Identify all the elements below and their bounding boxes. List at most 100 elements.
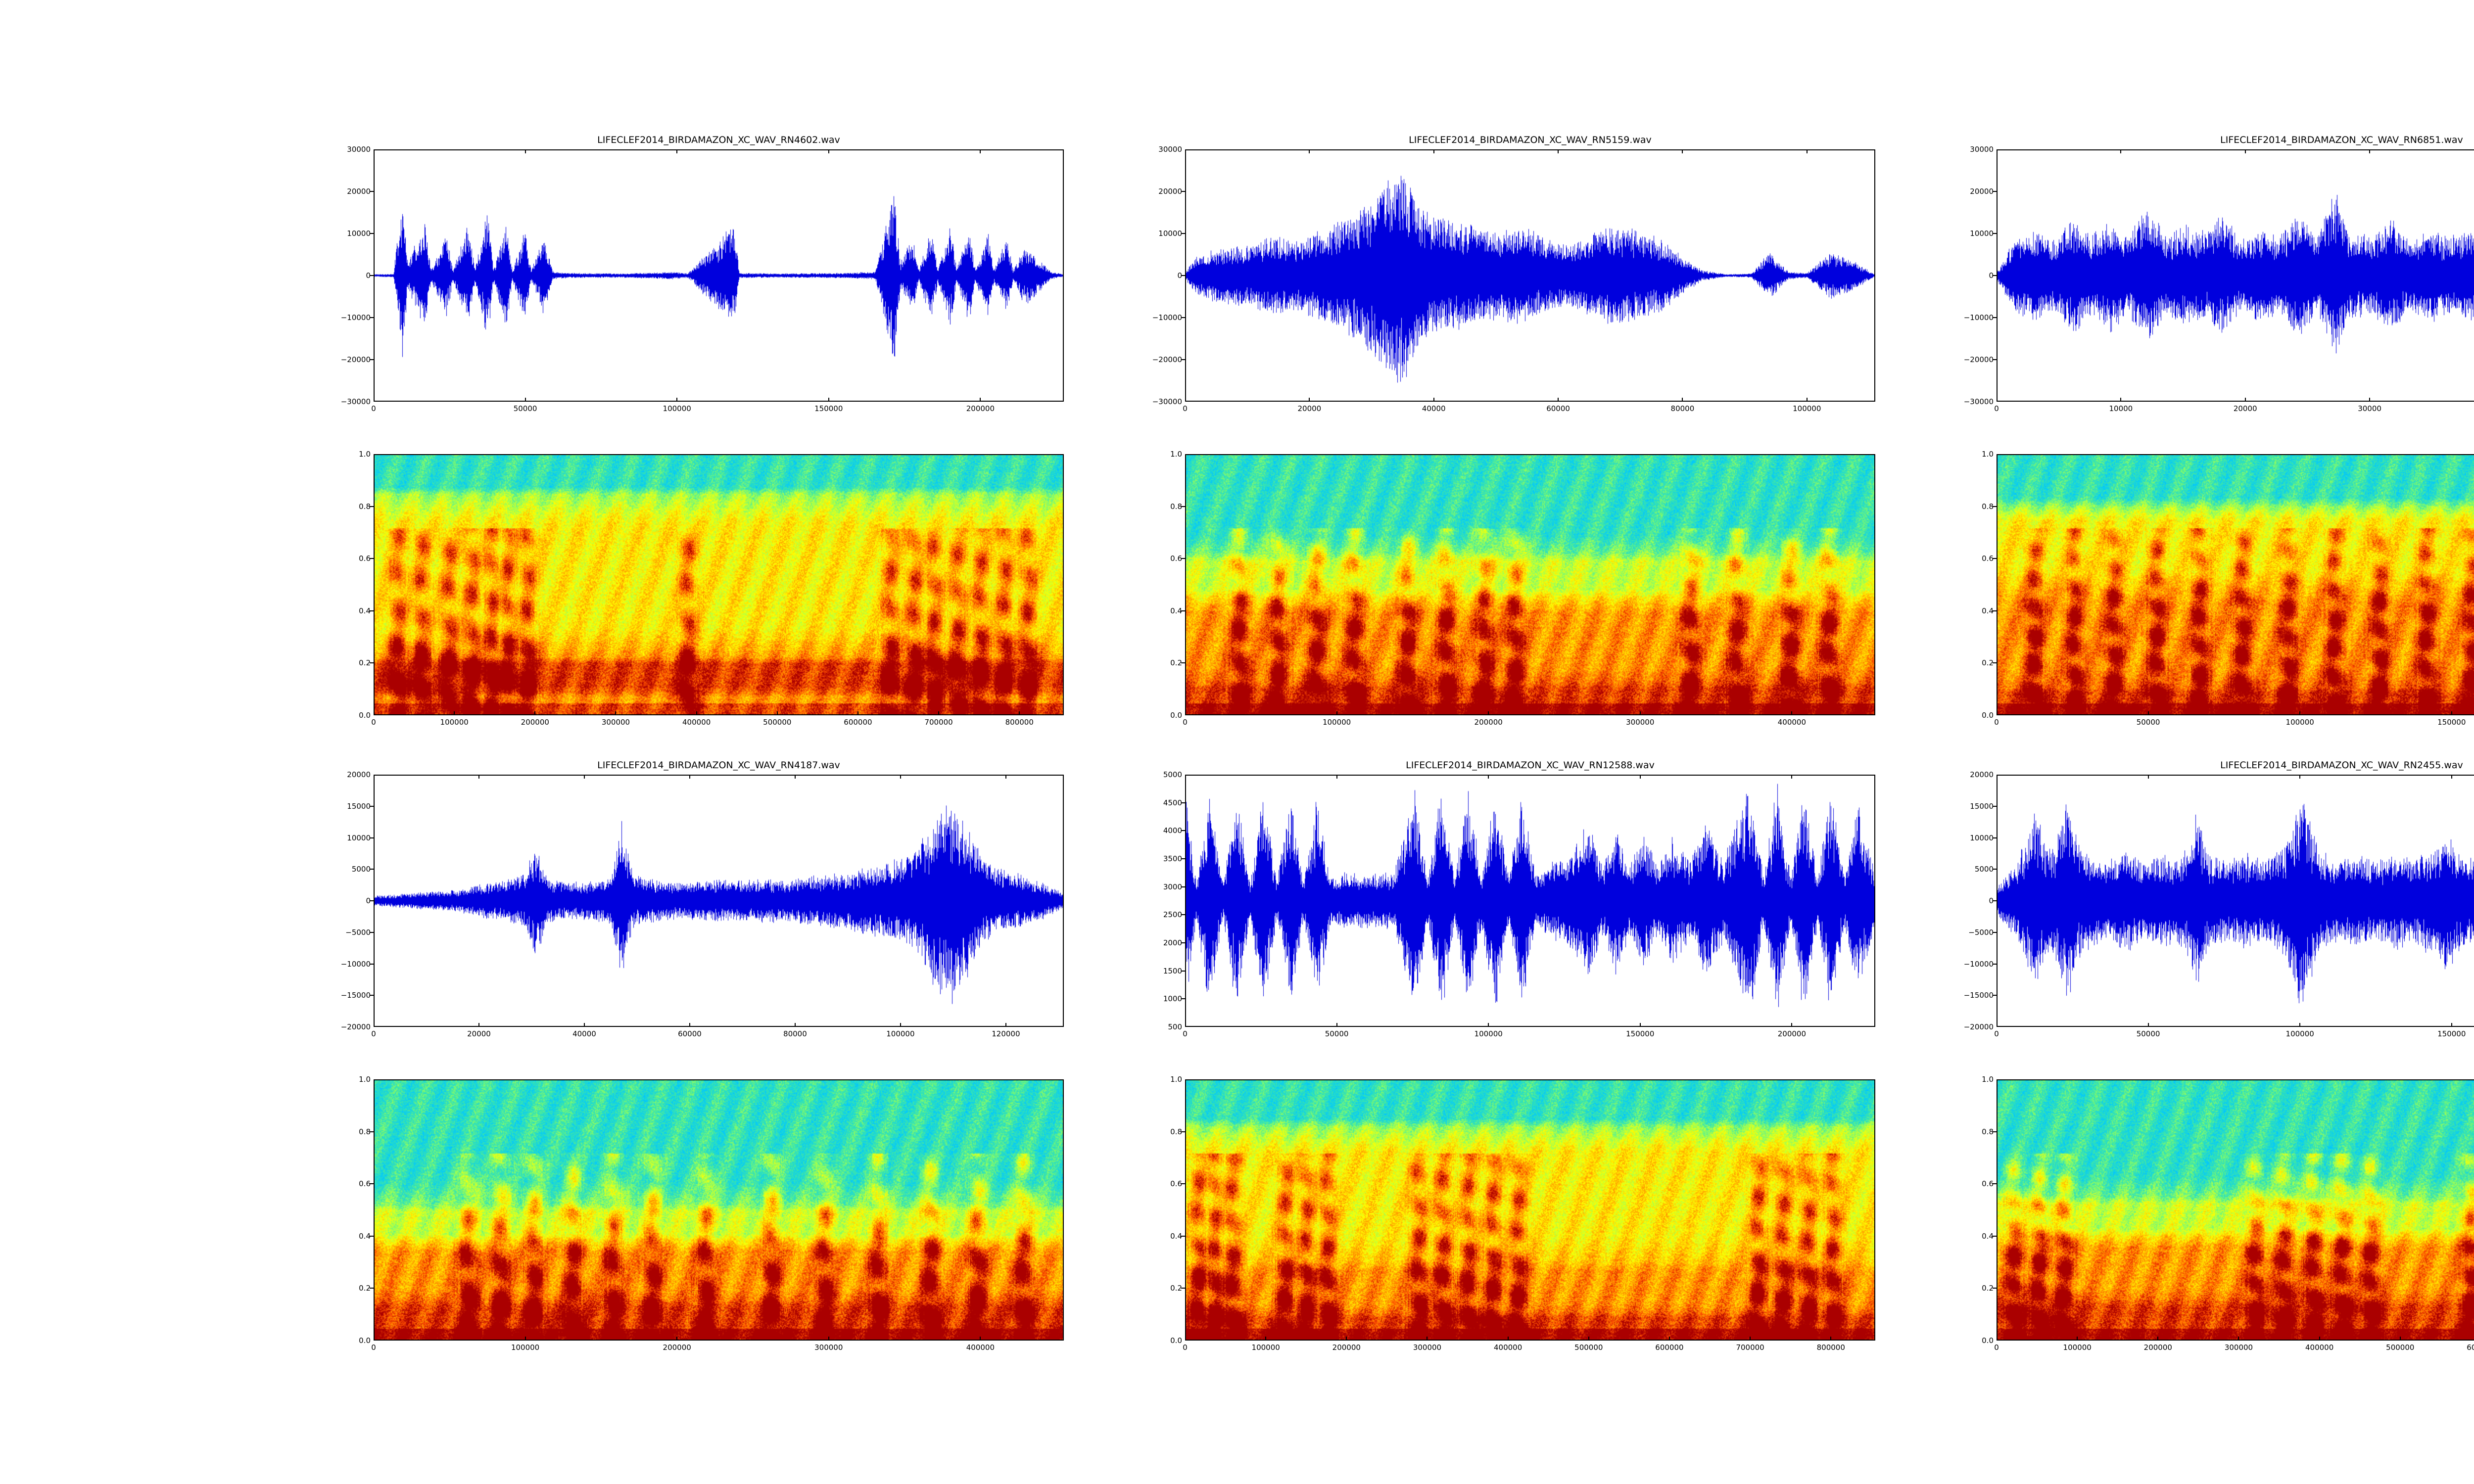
axes-wave-rn12588 bbox=[1185, 775, 1875, 1027]
x-tick-label: 500000 bbox=[763, 718, 792, 727]
y-tick-label: 0 bbox=[1989, 271, 1994, 280]
y-axis-wave-rn6851: 30000 20000 10000 0 −10000 −20000 −30000 bbox=[1942, 145, 1994, 406]
y-tick-mark bbox=[1181, 1183, 1185, 1185]
y-tick-label: 30000 bbox=[1158, 145, 1182, 154]
spectrogram-image-spec-rn5159 bbox=[1186, 455, 1874, 714]
x-tick-label: 100000 bbox=[440, 718, 469, 727]
x-tick-label: 100000 bbox=[2285, 718, 2314, 727]
x-tick-label: 50000 bbox=[513, 404, 537, 413]
x-tick-mark bbox=[2238, 1337, 2239, 1341]
x-tick-label: 300000 bbox=[1413, 1343, 1442, 1352]
y-tick-mark bbox=[1993, 359, 1997, 360]
y-tick-label: −20000 bbox=[1963, 1022, 1994, 1031]
x-tick-mark bbox=[1488, 1023, 1489, 1027]
y-tick-mark bbox=[370, 900, 374, 901]
axes-wave-rn5159 bbox=[1185, 149, 1875, 402]
y-tick-mark bbox=[370, 1288, 374, 1289]
x-tick-label: 50000 bbox=[2136, 1029, 2160, 1038]
x-axis-wave-rn12588: 0 50000 100000 150000 200000 bbox=[1183, 1029, 1875, 1040]
x-axis-spec-rn4602: 0 100000 200000 300000 400000 500000 600000 700… bbox=[371, 718, 1064, 729]
x-tick-mark-top bbox=[1558, 149, 1559, 153]
y-tick-mark bbox=[1993, 662, 1997, 664]
x-tick-mark bbox=[1639, 711, 1641, 715]
spectrogram-image-spec-rn6851 bbox=[1998, 455, 2474, 714]
y-tick-label: −5000 bbox=[1968, 928, 1994, 937]
y-tick-label: 4000 bbox=[1163, 826, 1182, 835]
x-tick-mark bbox=[583, 1023, 585, 1027]
x-tick-label: 400000 bbox=[966, 1343, 995, 1352]
y-tick-mark bbox=[1993, 900, 1997, 901]
x-tick-mark bbox=[938, 711, 940, 715]
x-tick-label: 200000 bbox=[2143, 1343, 2172, 1352]
x-tick-mark bbox=[980, 398, 981, 402]
y-tick-mark bbox=[1993, 805, 1997, 807]
y-tick-label: 10000 bbox=[1158, 229, 1182, 238]
y-tick-label: 0.8 bbox=[1982, 1127, 1994, 1136]
y-tick-mark bbox=[1181, 359, 1185, 360]
x-tick-label: 100000 bbox=[1474, 1029, 1503, 1038]
x-tick-mark bbox=[1668, 1337, 1670, 1341]
x-tick-mark-top bbox=[2369, 149, 2371, 153]
x-tick-label: 200000 bbox=[1777, 1029, 1806, 1038]
x-tick-mark bbox=[1750, 1337, 1751, 1341]
x-tick-mark-top bbox=[1639, 775, 1641, 779]
x-tick-mark bbox=[2244, 398, 2246, 402]
y-tick-label: 3000 bbox=[1163, 882, 1182, 891]
y-tick-mark bbox=[1993, 1183, 1997, 1185]
axes-spec-rn2455 bbox=[1997, 1079, 2474, 1341]
x-tick-mark bbox=[1336, 711, 1337, 715]
y-tick-label: 0 bbox=[366, 271, 371, 280]
y-tick-label: 0.2 bbox=[359, 1284, 371, 1293]
y-tick-label: 500 bbox=[1168, 1022, 1182, 1031]
y-tick-label: 20000 bbox=[1970, 770, 1994, 779]
axes-spec-rn4187 bbox=[374, 1079, 1064, 1341]
y-tick-mark bbox=[1181, 1131, 1185, 1132]
y-tick-mark bbox=[1993, 1288, 1997, 1289]
spectrogram-image-spec-rn12588 bbox=[1186, 1080, 1874, 1340]
x-tick-mark bbox=[478, 1023, 479, 1027]
y-tick-label: 0.0 bbox=[1170, 711, 1182, 720]
y-tick-label: 10000 bbox=[1970, 229, 1994, 238]
x-tick-label: 0 bbox=[1994, 1343, 1999, 1352]
y-axis-wave-rn12588: 5000 4500 4000 3500 3000 2500 2000 1500 1000 500 bbox=[1131, 770, 1182, 1031]
x-tick-label: 0 bbox=[1994, 718, 1999, 727]
y-tick-label: 0.2 bbox=[359, 658, 371, 668]
x-tick-label: 0 bbox=[371, 718, 376, 727]
x-tick-mark-top bbox=[1433, 149, 1434, 153]
x-tick-mark bbox=[2147, 1023, 2149, 1027]
y-tick-mark bbox=[370, 1131, 374, 1132]
x-tick-label: 200000 bbox=[1474, 718, 1503, 727]
y-tick-mark bbox=[1993, 233, 1997, 234]
y-tick-mark bbox=[1993, 191, 1997, 192]
axes-spec-rn4602 bbox=[374, 454, 1064, 715]
x-tick-label: 300000 bbox=[2224, 1343, 2253, 1352]
y-tick-label: −10000 bbox=[340, 959, 371, 969]
x-tick-label: 10000 bbox=[2109, 404, 2133, 413]
x-tick-mark bbox=[1507, 1337, 1509, 1341]
y-tick-label: −30000 bbox=[1963, 397, 1994, 406]
y-axis-spec-rn4187: 1.0 0.8 0.6 0.4 0.2 0.0 bbox=[319, 1075, 371, 1345]
y-tick-mark bbox=[1181, 998, 1185, 1000]
x-tick-mark-top bbox=[1336, 775, 1337, 779]
y-tick-label: 0.6 bbox=[359, 1179, 371, 1189]
y-tick-label: −30000 bbox=[340, 397, 371, 406]
x-axis-wave-rn5159: 0 20000 40000 60000 80000 100000 bbox=[1183, 404, 1875, 415]
y-tick-mark bbox=[370, 191, 374, 192]
y-tick-label: 1.0 bbox=[359, 1075, 371, 1084]
x-tick-label: 200000 bbox=[1332, 1343, 1361, 1352]
y-tick-label: 0.2 bbox=[1982, 658, 1994, 668]
y-tick-label: 15000 bbox=[347, 801, 371, 811]
x-tick-label: 120000 bbox=[992, 1029, 1020, 1038]
x-tick-mark bbox=[857, 711, 858, 715]
y-tick-mark bbox=[1993, 506, 1997, 507]
y-tick-mark bbox=[1993, 1235, 1997, 1237]
x-tick-label: 150000 bbox=[814, 404, 843, 413]
x-tick-mark-top bbox=[583, 775, 585, 779]
waveform-plot-wave-rn2455 bbox=[1998, 776, 2474, 1026]
y-tick-mark bbox=[370, 1183, 374, 1185]
y-tick-label: 0.8 bbox=[1170, 502, 1182, 511]
x-tick-mark bbox=[2077, 1337, 2078, 1341]
x-tick-mark bbox=[1830, 1337, 1832, 1341]
x-tick-label: 20000 bbox=[1297, 404, 1322, 413]
